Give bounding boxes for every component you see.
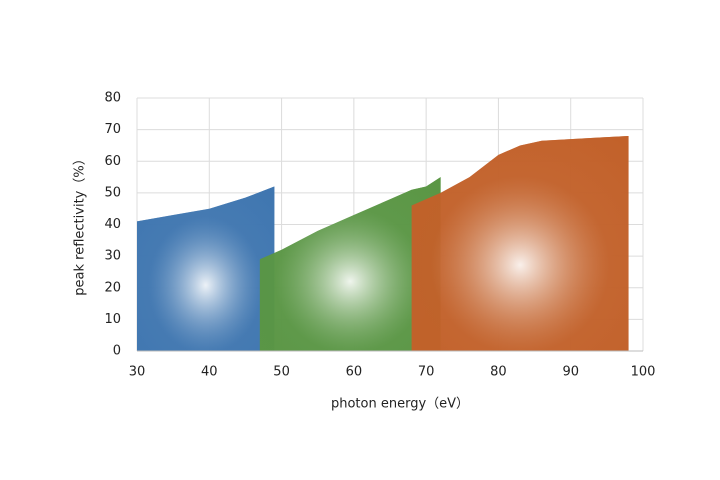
- x-tick-label: 50: [273, 365, 290, 380]
- y-tick-label: 20: [104, 280, 121, 295]
- y-tick-label: 0: [113, 344, 121, 359]
- area: [411, 135, 629, 351]
- x-tick-label: 90: [562, 365, 579, 380]
- x-tick-label: 40: [201, 365, 218, 380]
- y-axis-title: peak reflectivity（%）: [73, 152, 88, 295]
- x-tick-label: 70: [418, 365, 435, 380]
- x-tick-label: 30: [129, 365, 146, 380]
- y-tick-label: 10: [104, 312, 121, 327]
- x-tick-label: 60: [346, 365, 363, 380]
- x-axis-title: photon energy（eV）: [331, 397, 469, 412]
- y-tick-label: 70: [104, 122, 121, 137]
- y-tick-label: 60: [104, 154, 121, 169]
- area: [137, 186, 275, 351]
- y-tick-label: 50: [104, 185, 121, 200]
- y-tick-label: 80: [104, 91, 121, 106]
- x-tick-label: 100: [631, 365, 656, 380]
- x-tick-label: 80: [490, 365, 507, 380]
- y-tick-label: 40: [104, 217, 121, 232]
- y-tick-label: 30: [104, 249, 121, 264]
